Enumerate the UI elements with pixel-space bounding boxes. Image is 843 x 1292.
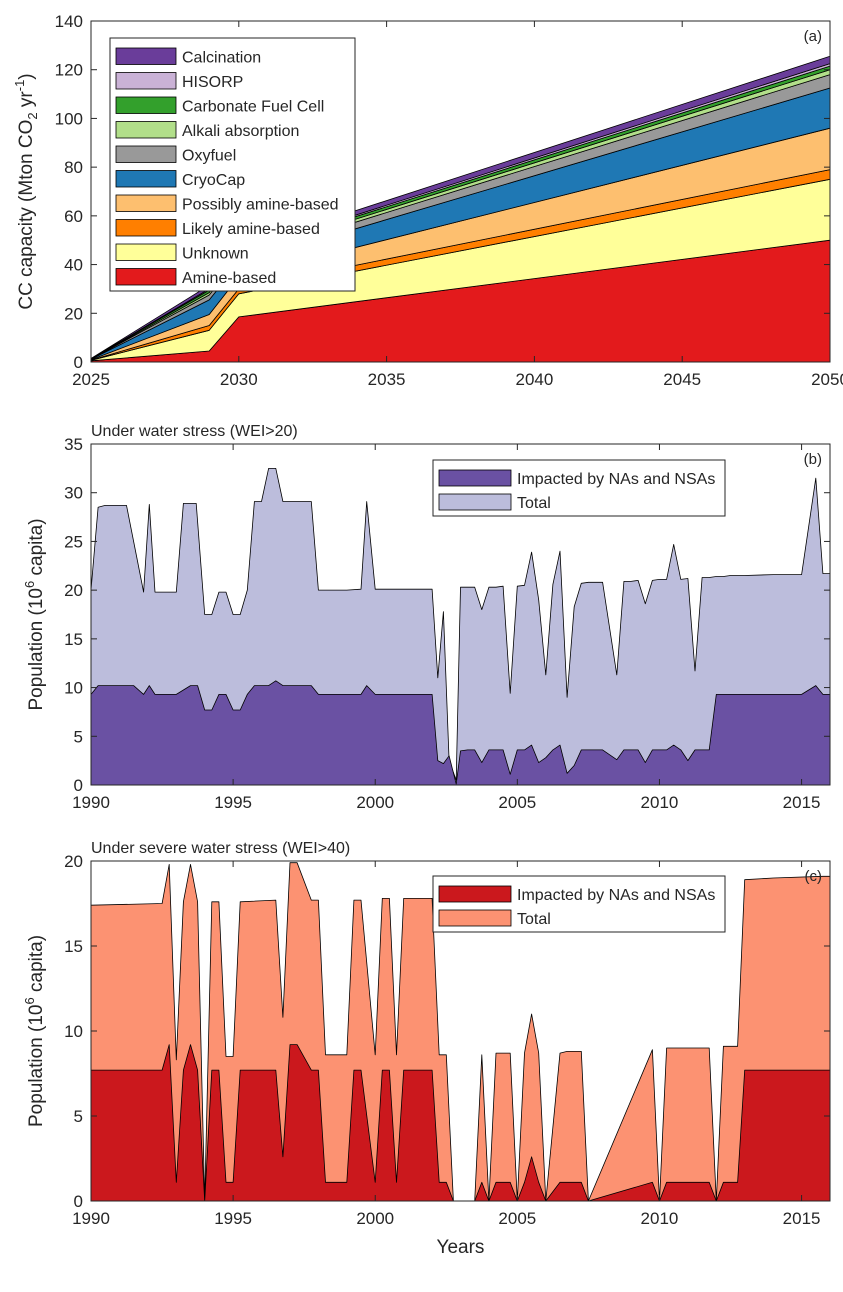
x-tick-label: 2005 [498,1209,536,1228]
legend-label: CryoCap [182,172,245,189]
legend-swatch [115,145,177,163]
y-label-main: CC capacity (Mton CO [16,120,37,310]
legend-swatch [115,194,177,212]
legend-swatch [115,121,177,139]
x-tick-label: 2045 [663,370,701,389]
x-tick-label: 2040 [515,370,553,389]
y-axis-label: Population (106 capita) [22,935,47,1127]
x-tick-label: 2025 [72,370,110,389]
x-tick-label: 2000 [356,793,394,812]
x-tick-label: 1990 [72,1209,110,1228]
y-label-end: ) [16,73,37,79]
x-tick-label: 2015 [783,1209,821,1228]
legend-swatch [115,243,177,261]
panel-b-water-stress-chart: 1990 1995 2000 2005 2010 2015 0 5 10 15 20 25 30 35 (b… [22,423,831,812]
legend-label: Oxyfuel [182,147,236,164]
x-tick-label: 1995 [214,1209,252,1228]
y-tick-label: 120 [55,61,83,80]
y-tick-label: 10 [64,1022,83,1041]
legend-label: Likely amine-based [182,221,320,238]
legend-swatch [438,493,512,511]
x-tick-label: 1995 [214,793,252,812]
area-impacted-by-nas-and-nsas [90,680,831,786]
legend-label: Calcination [182,49,261,66]
y-label-end: capita) [26,935,47,997]
x-tick-label: 2030 [220,370,258,389]
legend-label: HISORP [182,74,243,91]
x-axis-label: Years [437,1237,485,1258]
legend-label: Carbonate Fuel Cell [182,98,324,115]
legend-label: Total [517,495,551,512]
legend-label: Unknown [182,245,249,262]
panel-label: (b) [804,451,822,468]
legend-swatch [115,96,177,114]
y-axis-label: Population (106 capita) [22,518,47,710]
y-tick-label: 20 [64,581,83,600]
y-label-end: capita) [26,518,47,580]
y-label-superscript: 6 [22,581,37,588]
x-tick-label: 2010 [641,793,679,812]
legend-label: Impacted by NAs and NSAs [517,471,715,488]
y-tick-label: 20 [64,852,83,871]
y-axis-label: CC capacity (Mton CO2 yr-1) [12,73,40,309]
panel-a-capacity-chart: 2025203020352040204520500204060801001201… [12,12,843,389]
legend-swatch [115,219,177,237]
y-label-main: Population (10 [26,588,47,711]
legend-swatch [438,469,512,487]
axes-frame [90,20,831,363]
legend-swatch [438,885,512,903]
legend: Impacted by NAs and NSAs Total [432,459,726,517]
y-tick-label: 40 [64,256,83,275]
legend-swatch [115,47,177,65]
y-tick-label: 140 [55,12,83,31]
legend: Calcination HISORP Carbonate Fuel Cell Alka… [109,37,356,292]
y-tick-label: 80 [64,158,83,177]
y-tick-label: 5 [74,1107,83,1126]
legend-label: Amine-based [182,270,276,287]
y-tick-label: 25 [64,532,83,551]
x-tick-label: 1990 [72,793,110,812]
y-tick-label: 0 [74,353,83,372]
y-label-main: Population (10 [26,1005,47,1128]
legend-swatch [115,268,177,286]
x-tick-label: 2010 [641,1209,679,1228]
y-tick-label: 20 [64,304,83,323]
y-tick-label: 35 [64,435,83,454]
y-tick-label: 30 [64,484,83,503]
panel-label: (a) [804,28,822,45]
y-label-subscript: 2 [25,112,40,119]
legend-label: Alkali absorption [182,123,299,140]
y-label-superscript: 6 [22,997,37,1004]
y-tick-label: 10 [64,679,83,698]
y-tick-label: 0 [74,776,83,795]
panel-title: Under water stress (WEI>20) [91,423,298,440]
legend-label: Impacted by NAs and NSAs [517,887,715,904]
legend-label: Possibly amine-based [182,196,339,213]
y-tick-label: 60 [64,207,83,226]
x-tick-label: 2015 [783,793,821,812]
y-label-superscript: -1 [12,80,27,92]
legend-swatch [115,72,177,90]
legend-swatch [438,909,512,927]
x-tick-label: 2035 [368,370,406,389]
y-tick-label: 15 [64,630,83,649]
legend-label: Total [517,911,551,928]
y-tick-label: 15 [64,937,83,956]
y-tick-label: 0 [74,1192,83,1211]
y-tick-label: 100 [55,109,83,128]
y-label-middle: yr [16,91,37,113]
panel-title: Under severe water stress (WEI>40) [91,840,350,857]
area-impacted-by-nas-and-nsas [90,1044,831,1202]
legend: Impacted by NAs and NSAs Total [432,875,726,933]
axes-frame [90,443,831,786]
x-tick-label: 2000 [356,1209,394,1228]
panel-label: (c) [805,868,823,885]
legend-swatch [115,170,177,188]
y-tick-label: 5 [74,727,83,746]
x-tick-label: 2005 [498,793,536,812]
panel-c-severe-water-stress-chart: 1990 1995 2000 2005 2010 2015 0 5 10 15 20 (c) Under… [22,840,831,1258]
